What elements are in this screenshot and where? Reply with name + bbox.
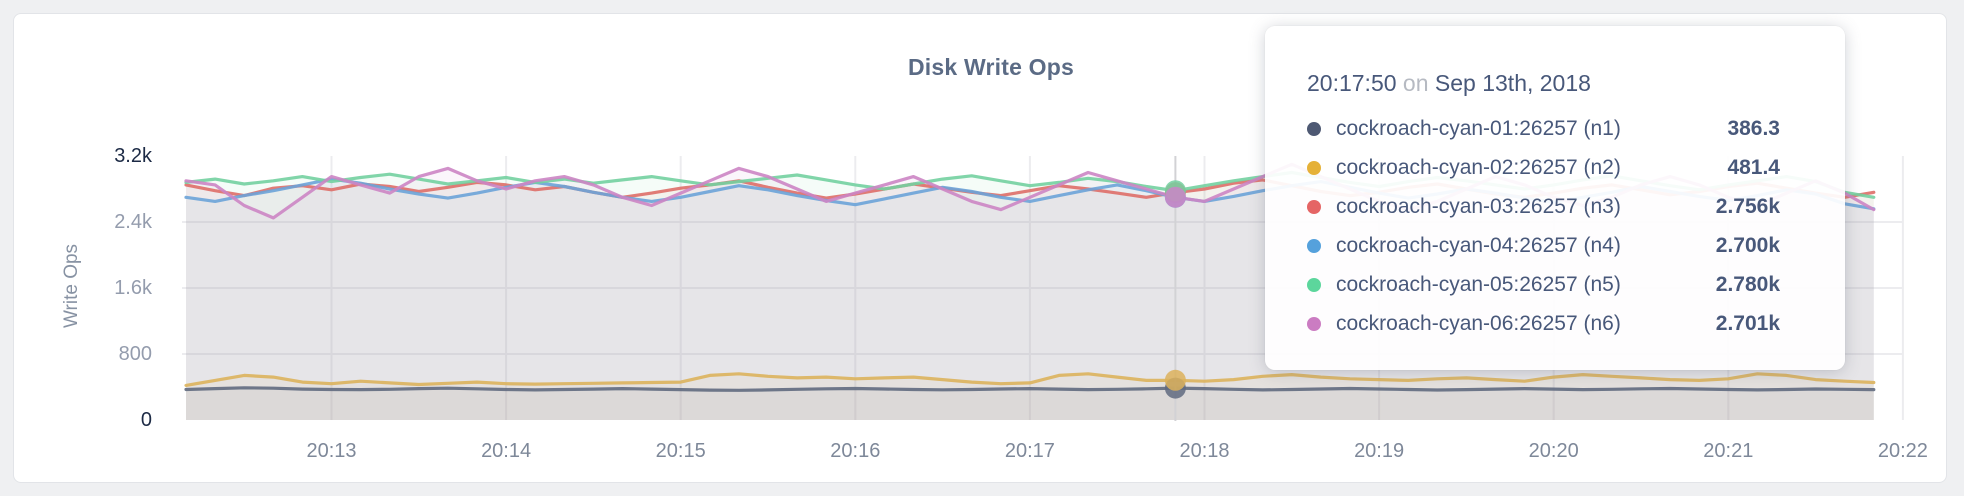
y-tick-label: 800 bbox=[118, 343, 152, 365]
x-tick-label: 20:18 bbox=[1179, 440, 1230, 462]
series-value: 481.4 bbox=[1727, 155, 1780, 179]
tooltip-series-list: cockroach-cyan-01:26257 (n1) 386.3 cockroa… bbox=[1307, 109, 1845, 343]
series-color-dot bbox=[1307, 121, 1321, 136]
series-name: cockroach-cyan-06:26257 (n6) bbox=[1336, 311, 1621, 335]
area-fill-n2 bbox=[186, 373, 1874, 420]
y-tick-label: 1.6k bbox=[114, 277, 152, 299]
x-tick-label: 20:14 bbox=[481, 440, 532, 462]
tooltip-row-n2: cockroach-cyan-02:26257 (n2) 481.4 bbox=[1307, 148, 1845, 187]
hover-dot-n2 bbox=[1164, 369, 1186, 391]
tooltip-row-n5: cockroach-cyan-05:26257 (n5) 2.780k bbox=[1307, 265, 1845, 304]
series-name: cockroach-cyan-04:26257 (n4) bbox=[1336, 233, 1621, 257]
series-color-dot bbox=[1307, 238, 1321, 253]
x-tick-label: 20:17 bbox=[1004, 440, 1055, 462]
area-fill-n1 bbox=[186, 387, 1874, 420]
series-name: cockroach-cyan-05:26257 (n5) bbox=[1336, 272, 1621, 296]
tooltip-time: 20:17:50 bbox=[1307, 70, 1397, 96]
tooltip-row-n3: cockroach-cyan-03:26257 (n3) 2.756k bbox=[1307, 187, 1845, 226]
hover-dot-n6 bbox=[1164, 186, 1186, 208]
x-tick-label: 20:16 bbox=[830, 440, 881, 462]
series-value: 2.780k bbox=[1715, 272, 1780, 296]
series-name: cockroach-cyan-02:26257 (n2) bbox=[1336, 155, 1621, 179]
hover-dots bbox=[1164, 180, 1186, 399]
chart-title: Disk Write Ops bbox=[908, 54, 1074, 80]
series-value: 2.700k bbox=[1715, 233, 1780, 257]
tooltip-header: 20:17:50 on Sep 13th, 2018 bbox=[1307, 68, 1845, 98]
x-tick-label: 20:13 bbox=[306, 440, 357, 462]
y-tick-label: 3.2k bbox=[114, 145, 152, 167]
hover-tooltip: 20:17:50 on Sep 13th, 2018 cockroach-cya… bbox=[1265, 26, 1845, 370]
series-color-dot bbox=[1307, 316, 1321, 331]
series-name: cockroach-cyan-03:26257 (n3) bbox=[1336, 194, 1621, 218]
series-value: 386.3 bbox=[1727, 116, 1780, 140]
line-n1 bbox=[184, 386, 1876, 392]
x-tick-label: 20:20 bbox=[1528, 440, 1579, 462]
tooltip-row-n1: cockroach-cyan-01:26257 (n1) 386.3 bbox=[1307, 109, 1845, 148]
chart-card: Disk Write Ops Write Ops 0 800 1.6k 2.4k 3.2… bbox=[13, 13, 1947, 483]
series-color-dot bbox=[1307, 160, 1321, 175]
tooltip-row-n4: cockroach-cyan-04:26257 (n4) 2.700k bbox=[1307, 226, 1845, 265]
tooltip-date: Sep 13th, 2018 bbox=[1434, 70, 1591, 96]
series-name: cockroach-cyan-01:26257 (n1) bbox=[1336, 116, 1621, 140]
series-color-dot bbox=[1307, 199, 1321, 214]
x-tick-label: 20:21 bbox=[1703, 440, 1754, 462]
tooltip-row-n6: cockroach-cyan-06:26257 (n6) 2.701k bbox=[1307, 304, 1845, 343]
y-tick-label: 2.4k bbox=[114, 211, 152, 233]
x-tick-label: 20:15 bbox=[655, 440, 706, 462]
series-color-dot bbox=[1307, 277, 1321, 292]
tooltip-conjunction: on bbox=[1402, 70, 1429, 96]
x-tick-label: 20:22 bbox=[1877, 440, 1928, 462]
series-value: 2.756k bbox=[1715, 194, 1780, 218]
line-n2 bbox=[184, 372, 1876, 387]
x-tick-label: 20:19 bbox=[1354, 440, 1405, 462]
y-tick-label: 0 bbox=[140, 409, 152, 431]
series-value: 2.701k bbox=[1715, 311, 1780, 335]
